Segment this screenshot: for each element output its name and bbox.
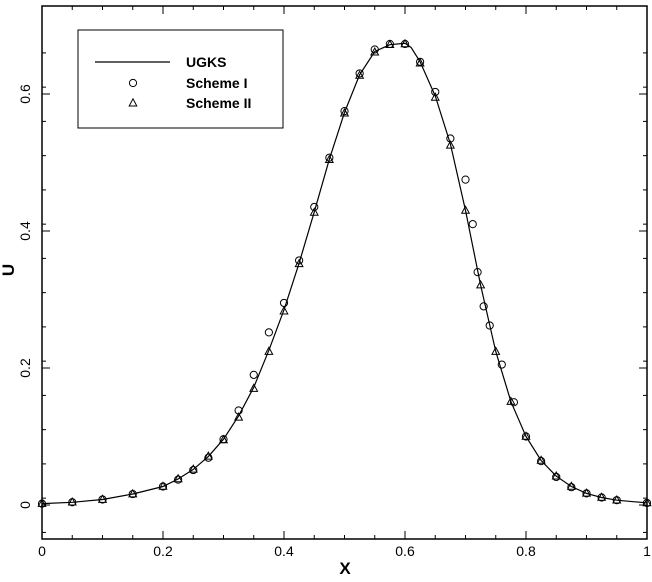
scheme-i-point (479, 302, 488, 311)
scheme-ii-point (67, 497, 77, 506)
scheme-ii-point (566, 481, 577, 490)
scheme-i-point (295, 256, 304, 265)
scheme-i-point (497, 360, 506, 369)
scheme-ii-point (642, 497, 652, 507)
scheme-ii-point (596, 492, 607, 501)
y-axis-title: U (0, 264, 18, 276)
scheme-i-point (355, 69, 364, 78)
x-axis-title: X (339, 559, 351, 578)
scheme-ii-point (339, 107, 350, 117)
scheme-ii-point (233, 412, 244, 421)
x-tick-label: 0.4 (274, 543, 294, 559)
scheme-ii-point (309, 207, 319, 216)
scheme-i-point (537, 457, 546, 466)
scheme-i-point (310, 202, 319, 212)
scheme-i-point (340, 107, 349, 116)
scheme-ii-point (445, 140, 456, 149)
x-tick-label: 0.2 (153, 543, 173, 559)
legend-scheme-ii-label: Scheme II (186, 95, 251, 111)
scheme-ii-point (370, 46, 380, 56)
scheme-ii-point (536, 455, 546, 464)
scheme-ii-point (475, 279, 486, 289)
scheme-ii-point (128, 488, 138, 498)
scheme-ii-point (612, 494, 622, 504)
scheme-ii-point (491, 346, 501, 355)
legend: UGKS Scheme I Scheme II (77, 29, 284, 129)
scheme-i-point (552, 472, 561, 482)
x-tick-label: 0.8 (516, 543, 536, 559)
x-tick-label: 0.6 (395, 543, 415, 559)
legend-box (77, 29, 284, 129)
legend-scheme-i-swatch (128, 78, 138, 88)
plot-marks (37, 38, 652, 508)
scheme-ii-point (521, 431, 531, 440)
scheme-ii-point (218, 434, 229, 444)
series-ugks-line (41, 42, 648, 505)
scheme-i-point (509, 398, 519, 407)
legend-scheme-ii-swatch (128, 97, 138, 107)
scheme-ii-point (324, 154, 335, 164)
legend-scheme-i-label: Scheme I (186, 75, 247, 91)
scheme-i-point (325, 153, 334, 162)
scheme-i-point (485, 321, 494, 330)
scheme-i-point (567, 483, 576, 492)
scheme-i-point (264, 328, 273, 337)
scheme-ii-point (430, 92, 440, 101)
x-tick-label: 0 (38, 543, 46, 559)
scheme-ii-point (460, 205, 471, 214)
scheme-i-point (249, 370, 258, 379)
scheme-ii-point (385, 39, 395, 48)
scheme-i-point (431, 87, 440, 97)
scheme-ii-point (249, 383, 259, 392)
scheme-ii-point (37, 498, 47, 507)
scheme-ii-point (188, 464, 198, 473)
scheme-ii-point (97, 494, 108, 503)
scheme-ii-point (158, 481, 168, 490)
scheme-ii-point (400, 38, 410, 48)
scheme-ii-point (581, 488, 592, 497)
scheme-i-point (468, 220, 477, 229)
scheme-ii-point (415, 57, 425, 67)
y-tick-label: 0.2 (17, 358, 33, 378)
scheme-ii-point (294, 258, 304, 268)
scheme-ii-point (203, 451, 214, 460)
scheme-i-point (204, 453, 213, 462)
scheme-ii-point (506, 396, 516, 405)
scheme-i-point (473, 268, 482, 277)
scheme-ii-point (551, 470, 561, 480)
scheme-i-point (189, 465, 198, 475)
scheme-i-point (370, 45, 379, 54)
scheme-i-point (461, 175, 470, 184)
scheme-i-point (174, 475, 183, 484)
y-tick-label: 0 (17, 501, 33, 509)
x-tick-label: 1 (643, 543, 651, 559)
scheme-ii-point (279, 305, 289, 315)
legend-ugks-label: UGKS (186, 54, 226, 70)
y-tick-label: 0.4 (17, 221, 33, 241)
plot-axes: 0 0.2 0.4 0.6 0.8 1 0 0.2 0.4 0.6 X U (0, 5, 651, 578)
scheme-ii-point (264, 346, 274, 355)
y-tick-label: 0.6 (17, 84, 33, 104)
scheme-ii-point (173, 473, 183, 483)
scheme-ii-point (354, 70, 365, 79)
